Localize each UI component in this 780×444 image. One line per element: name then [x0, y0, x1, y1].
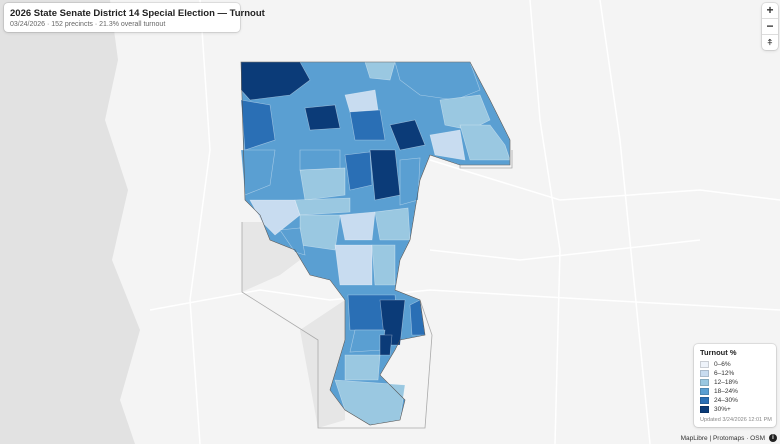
precinct[interactable] [334, 244, 373, 286]
legend-title: Turnout % [700, 348, 737, 357]
legend-label: 18–24% [714, 388, 738, 395]
legend-label: 30%+ [714, 406, 731, 413]
zoom-in[interactable]: + [762, 3, 778, 19]
precinct[interactable] [299, 149, 341, 171]
precinct[interactable] [429, 129, 466, 161]
legend-item: 30%+ [700, 405, 770, 414]
compass[interactable]: ⍏ [767, 38, 773, 47]
precinct[interactable] [279, 227, 306, 256]
legend-items: 0–6% 6–12% 12–18% 18–24% 24–30% 30%+ [700, 360, 770, 414]
water [0, 0, 140, 444]
legend: Turnout % 0–6% 6–12% 12–18% 18–24% 24–30% 30%… [694, 344, 776, 427]
precinct[interactable] [364, 61, 396, 81]
road [429, 239, 701, 261]
bay [300, 300, 345, 428]
updated: Updated 3/24/2026 12:01 PM [700, 417, 772, 423]
legend-swatch [700, 370, 709, 377]
road [189, 0, 211, 444]
precinct[interactable] [349, 109, 386, 141]
title-panel: 2026 State Senate District 14 Special El… [4, 3, 265, 32]
district-outline [240, 61, 511, 426]
precinct[interactable] [374, 207, 411, 241]
attribution-text[interactable]: MapLibre | Protomaps · OSM [680, 434, 765, 442]
road [599, 0, 651, 444]
roads [149, 0, 780, 444]
zoom-out[interactable]: − [762, 19, 778, 35]
legend-swatch [700, 379, 709, 386]
precinct[interactable] [304, 104, 341, 131]
precinct[interactable] [344, 151, 373, 191]
info-button[interactable]: i [769, 434, 777, 442]
legend-swatch [700, 361, 709, 368]
legend-swatch [700, 406, 709, 413]
precincts [240, 61, 511, 426]
legend-item: 0–6% [700, 360, 770, 369]
legend-label: 0–6% [714, 361, 731, 368]
precinct[interactable] [389, 119, 426, 151]
legend-label: 12–18% [714, 379, 738, 386]
legend-item: 12–18% [700, 378, 770, 387]
subtitle: 03/24/2026 · 152 precincts · 21.3% overa… [10, 21, 166, 28]
legend-item: 6–12% [700, 369, 770, 378]
precinct[interactable] [344, 89, 379, 113]
title: 2026 State Senate District 14 Special El… [10, 8, 265, 19]
precinct[interactable] [294, 197, 351, 216]
legend-label: 24–30% [714, 397, 738, 404]
legend-item: 24–30% [700, 396, 770, 405]
legend-swatch [700, 388, 709, 395]
precinct[interactable] [240, 99, 276, 151]
precinct[interactable] [299, 214, 341, 251]
legend-item: 18–24% [700, 387, 770, 396]
attribution: MapLibre | Protomaps · OSM i [681, 434, 777, 442]
road [429, 159, 780, 201]
precinct[interactable] [369, 149, 401, 201]
precinct[interactable] [344, 354, 381, 381]
precinct[interactable] [339, 211, 376, 241]
precinct[interactable] [379, 334, 393, 356]
precinct[interactable] [299, 167, 346, 201]
legend-label: 6–12% [714, 370, 735, 377]
precinct[interactable] [249, 199, 301, 236]
road [529, 0, 561, 444]
map-controls: + − ⍏ [762, 3, 778, 50]
precinct[interactable] [371, 244, 396, 286]
boundary [241, 222, 433, 429]
legend-swatch [700, 397, 709, 404]
precinct[interactable] [399, 157, 421, 206]
precinct[interactable] [240, 149, 276, 196]
precinct[interactable] [459, 124, 511, 161]
